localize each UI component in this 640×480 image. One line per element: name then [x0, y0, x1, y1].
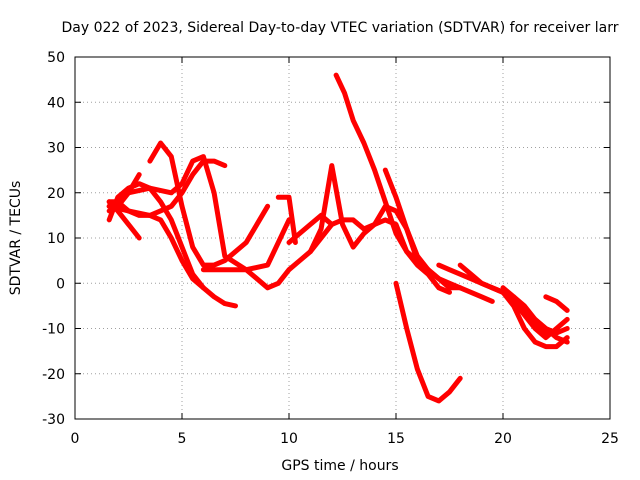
sdtvar-track-5	[106, 158, 228, 218]
x-tick-label: 0	[71, 431, 80, 447]
x-tick-label: 10	[280, 431, 298, 447]
y-tick-label: 20	[47, 186, 65, 202]
sdtvar-track-4	[106, 199, 206, 291]
x-tick-label: 25	[601, 431, 619, 447]
y-tick-label: -30	[42, 412, 65, 428]
y-tick-label: -20	[42, 367, 65, 383]
y-tick-label: -10	[42, 322, 65, 338]
y-tick-label: 10	[47, 231, 65, 247]
sdtvar-track-14	[382, 167, 495, 304]
sdtvar-track-8	[200, 221, 335, 291]
grid	[75, 57, 610, 419]
chart-title: Day 022 of 2023, Sidereal Day-to-day VTE…	[62, 20, 619, 36]
y-tick-label: 30	[47, 141, 65, 157]
y-tick-label: 40	[47, 95, 65, 111]
sdtvar-track-7	[106, 154, 292, 273]
sdtvar-track-9	[275, 194, 298, 245]
data-series	[106, 72, 570, 404]
y-axis-label: SDTVAR / TECUs	[8, 181, 24, 296]
x-axis-label: GPS time / hours	[281, 458, 398, 474]
sdtvar-track-20	[543, 294, 570, 313]
sdtvar-track-17	[489, 285, 570, 350]
x-tick-label: 5	[178, 431, 187, 447]
x-tick-label: 20	[494, 431, 512, 447]
sdtvar-track-6	[147, 140, 271, 268]
axis-ticks: 0 5 10 15 20 25 -30 -20 -10 0 10 20 30 40 50	[42, 50, 619, 447]
y-tick-label: 0	[56, 276, 65, 292]
sdtvar-track-13	[393, 280, 463, 404]
y-tick-label: 50	[47, 50, 65, 66]
sdtvar-track-19	[511, 294, 570, 336]
x-tick-label: 15	[387, 431, 405, 447]
sdtvar-track-12	[333, 72, 463, 291]
